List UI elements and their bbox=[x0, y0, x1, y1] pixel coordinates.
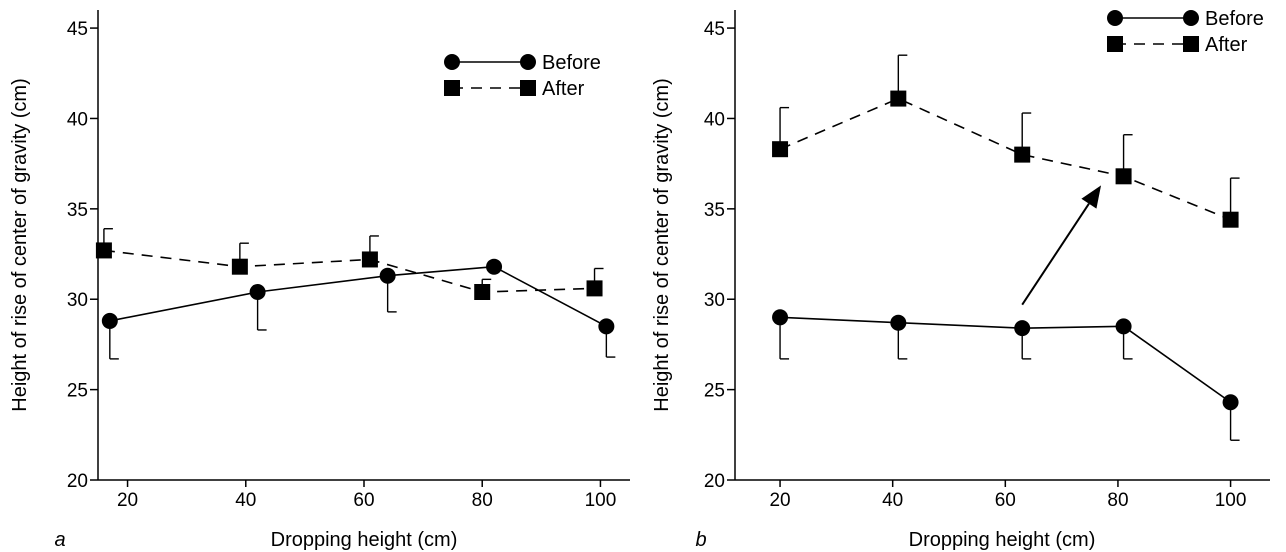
y-tick-label: 45 bbox=[67, 19, 88, 40]
chart-panel-a: 20 25 30 35 40 45 20 40 60 80 100 Dropping height (… bbox=[9, 10, 630, 551]
legend: Before After bbox=[444, 52, 601, 100]
panel-label: a bbox=[54, 529, 65, 551]
data-point bbox=[890, 90, 907, 107]
series-line bbox=[103, 249, 595, 293]
y-tick-label: 25 bbox=[67, 381, 88, 402]
series-after bbox=[772, 54, 1240, 228]
data-point bbox=[1222, 394, 1239, 411]
data-point bbox=[890, 314, 907, 331]
data-point bbox=[101, 312, 118, 329]
y-tick-label: 45 bbox=[704, 19, 725, 40]
y-tick-label: 25 bbox=[704, 381, 725, 402]
x-tick-label: 80 bbox=[1107, 490, 1128, 511]
x-tick-label: 60 bbox=[353, 490, 374, 511]
x-axis-title: Dropping height (cm) bbox=[271, 529, 458, 551]
y-tick-label: 35 bbox=[704, 200, 725, 221]
data-point bbox=[772, 309, 789, 326]
y-tick-label: 35 bbox=[67, 200, 88, 221]
x-tick-label: 40 bbox=[235, 490, 256, 511]
legend-marker bbox=[520, 54, 536, 70]
series-line bbox=[779, 97, 1231, 221]
y-axis-title: Height of rise of center of gravity (cm) bbox=[651, 78, 673, 411]
series-after bbox=[95, 228, 604, 300]
x-tick-label: 60 bbox=[995, 490, 1016, 511]
legend-marker bbox=[1183, 36, 1199, 52]
x-tick-label: 100 bbox=[1215, 490, 1247, 511]
y-axis-title: Height of rise of center of gravity (cm) bbox=[9, 78, 31, 411]
legend-label: Before bbox=[1205, 8, 1264, 30]
data-point bbox=[379, 267, 396, 284]
data-point bbox=[95, 242, 112, 259]
data-point bbox=[486, 258, 503, 275]
data-point bbox=[772, 141, 789, 158]
legend-marker bbox=[1183, 10, 1199, 26]
panel-label: b bbox=[695, 529, 706, 551]
data-point bbox=[598, 318, 615, 335]
x-tick-label: 80 bbox=[472, 490, 493, 511]
y-tick-label: 40 bbox=[67, 109, 88, 130]
legend: Before After bbox=[1107, 8, 1264, 56]
data-point bbox=[474, 284, 491, 300]
data-point bbox=[1014, 320, 1031, 337]
chart-panel-b: 20 25 30 35 40 45 20 40 60 80 100 Dropping height (… bbox=[651, 8, 1270, 551]
annotation-arrow-head bbox=[1081, 185, 1102, 209]
x-axis-title: Dropping height (cm) bbox=[909, 529, 1096, 551]
data-point bbox=[1115, 318, 1132, 335]
legend-label: Before bbox=[542, 52, 601, 74]
y-tick-label: 20 bbox=[67, 471, 88, 492]
data-point bbox=[361, 251, 378, 268]
x-tick-label: 20 bbox=[117, 490, 138, 511]
series-line bbox=[109, 265, 607, 328]
y-tick-label: 40 bbox=[704, 109, 725, 130]
legend-label: After bbox=[1205, 34, 1248, 56]
data-point bbox=[1222, 211, 1239, 228]
y-tick-label: 30 bbox=[67, 290, 88, 311]
annotation-arrow-shaft bbox=[1021, 203, 1090, 306]
legend-marker bbox=[520, 80, 536, 96]
legend-marker bbox=[1107, 36, 1123, 52]
data-point bbox=[1115, 168, 1132, 185]
data-point bbox=[586, 280, 603, 297]
y-tick-label: 20 bbox=[704, 471, 725, 492]
data-point bbox=[1014, 146, 1031, 163]
data-point bbox=[231, 258, 248, 275]
x-tick-label: 20 bbox=[769, 490, 790, 511]
legend-label: After bbox=[542, 78, 585, 100]
x-tick-label: 100 bbox=[585, 490, 617, 511]
legend-marker bbox=[1107, 10, 1123, 26]
data-point bbox=[249, 284, 266, 300]
series-before bbox=[101, 258, 616, 360]
legend-marker bbox=[444, 54, 460, 70]
series-before bbox=[772, 309, 1240, 441]
x-tick-label: 40 bbox=[882, 490, 903, 511]
y-tick-label: 30 bbox=[704, 290, 725, 311]
legend-marker bbox=[444, 80, 460, 96]
series-line bbox=[780, 316, 1232, 403]
